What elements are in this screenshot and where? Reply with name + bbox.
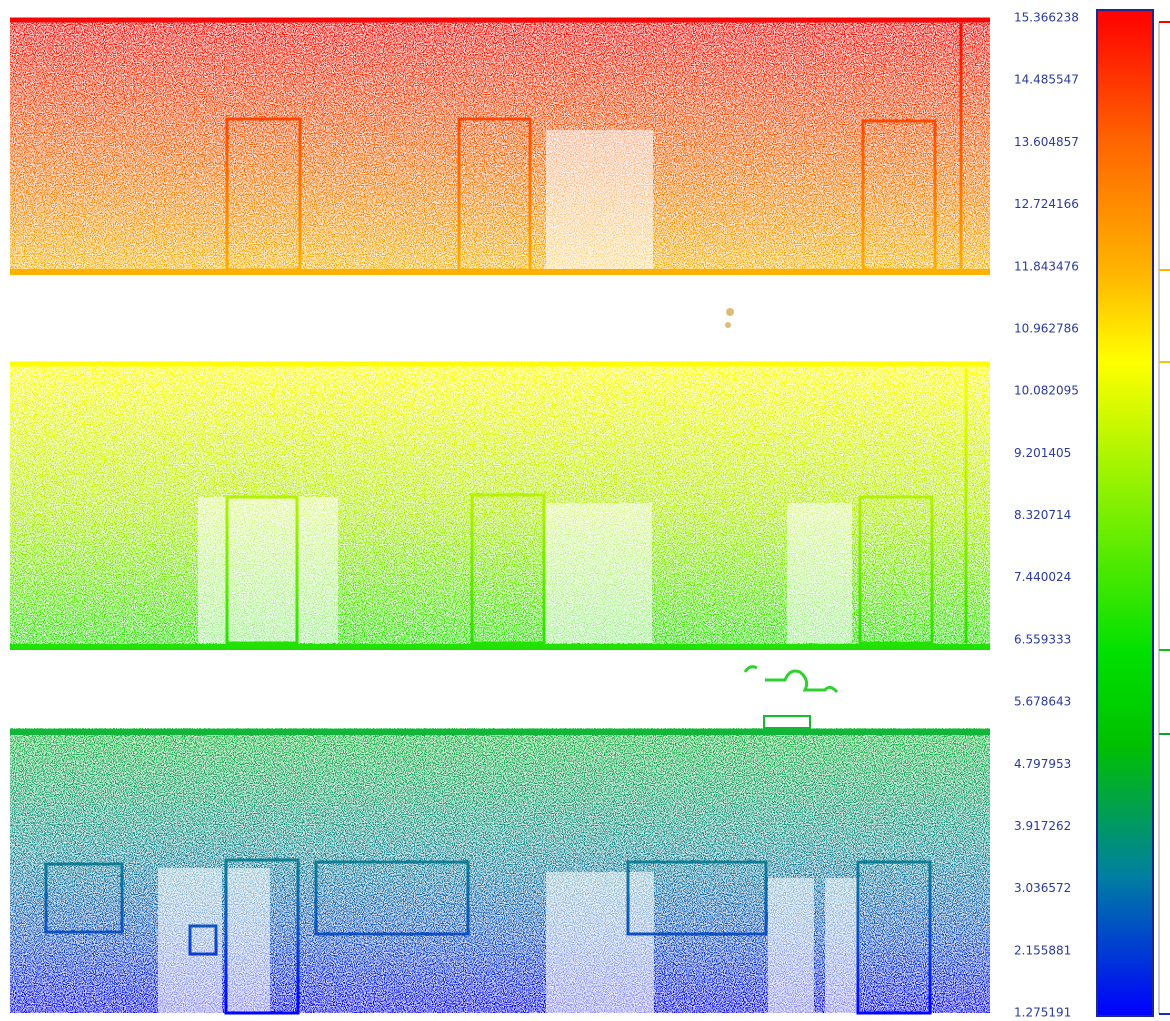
point-cloud-view: 15.366238 14.485547 13.604857 12.724166 11.8… (0, 0, 1170, 1021)
speckle (10, 362, 990, 650)
scale-label: 3.036572 (1014, 881, 1071, 895)
scale-label: 7.440024 (1014, 570, 1071, 584)
scale-label: 3.917262 (1014, 819, 1071, 833)
scale-label: 1.275191 (1014, 1006, 1071, 1020)
color-bar (1097, 10, 1153, 1016)
scale-label: 14.485547 (1014, 73, 1079, 87)
stray-points (725, 308, 734, 328)
scale-label: 9.201405 (1014, 446, 1071, 460)
speckle (10, 18, 990, 275)
scale-label: 11.843476 (1014, 259, 1079, 273)
color-scale (1097, 10, 1159, 1016)
stray-points (745, 667, 837, 692)
page: {"color_scale": {"labels": ["15.366238",… (0, 0, 1170, 1021)
scale-label: 10.082095 (1014, 384, 1079, 398)
scale-label: 4.797953 (1014, 757, 1071, 771)
scale-label: 5.678643 (1014, 695, 1071, 709)
scale-label: 2.155881 (1014, 943, 1071, 957)
scale-label: 10.962786 (1014, 321, 1079, 335)
scale-label: 6.559333 (1014, 632, 1071, 646)
scale-label: 12.724166 (1014, 197, 1079, 211)
speckle (10, 728, 990, 1013)
scale-label: 13.604857 (1014, 135, 1079, 149)
facade-strips (10, 18, 990, 1013)
scale-label: 8.320714 (1014, 508, 1071, 522)
scale-label: 15.366238 (1014, 11, 1079, 25)
